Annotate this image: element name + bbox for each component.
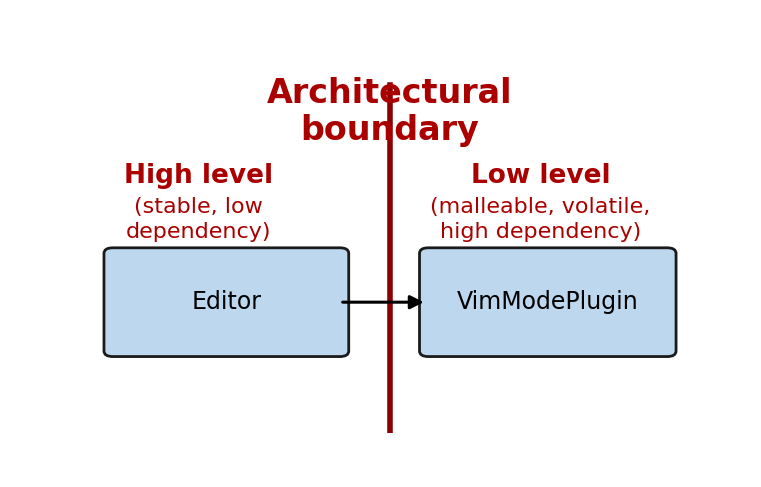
Text: Editor: Editor <box>191 290 261 314</box>
Text: (malleable, volatile,
high dependency): (malleable, volatile, high dependency) <box>430 197 651 242</box>
Text: High level: High level <box>124 164 273 189</box>
Text: Low level: Low level <box>470 164 610 189</box>
Text: VimModePlugin: VimModePlugin <box>457 290 638 314</box>
Text: (stable, low
dependency): (stable, low dependency) <box>126 197 271 242</box>
FancyBboxPatch shape <box>104 248 349 356</box>
Text: Architectural
boundary: Architectural boundary <box>267 77 513 147</box>
FancyBboxPatch shape <box>419 248 676 356</box>
